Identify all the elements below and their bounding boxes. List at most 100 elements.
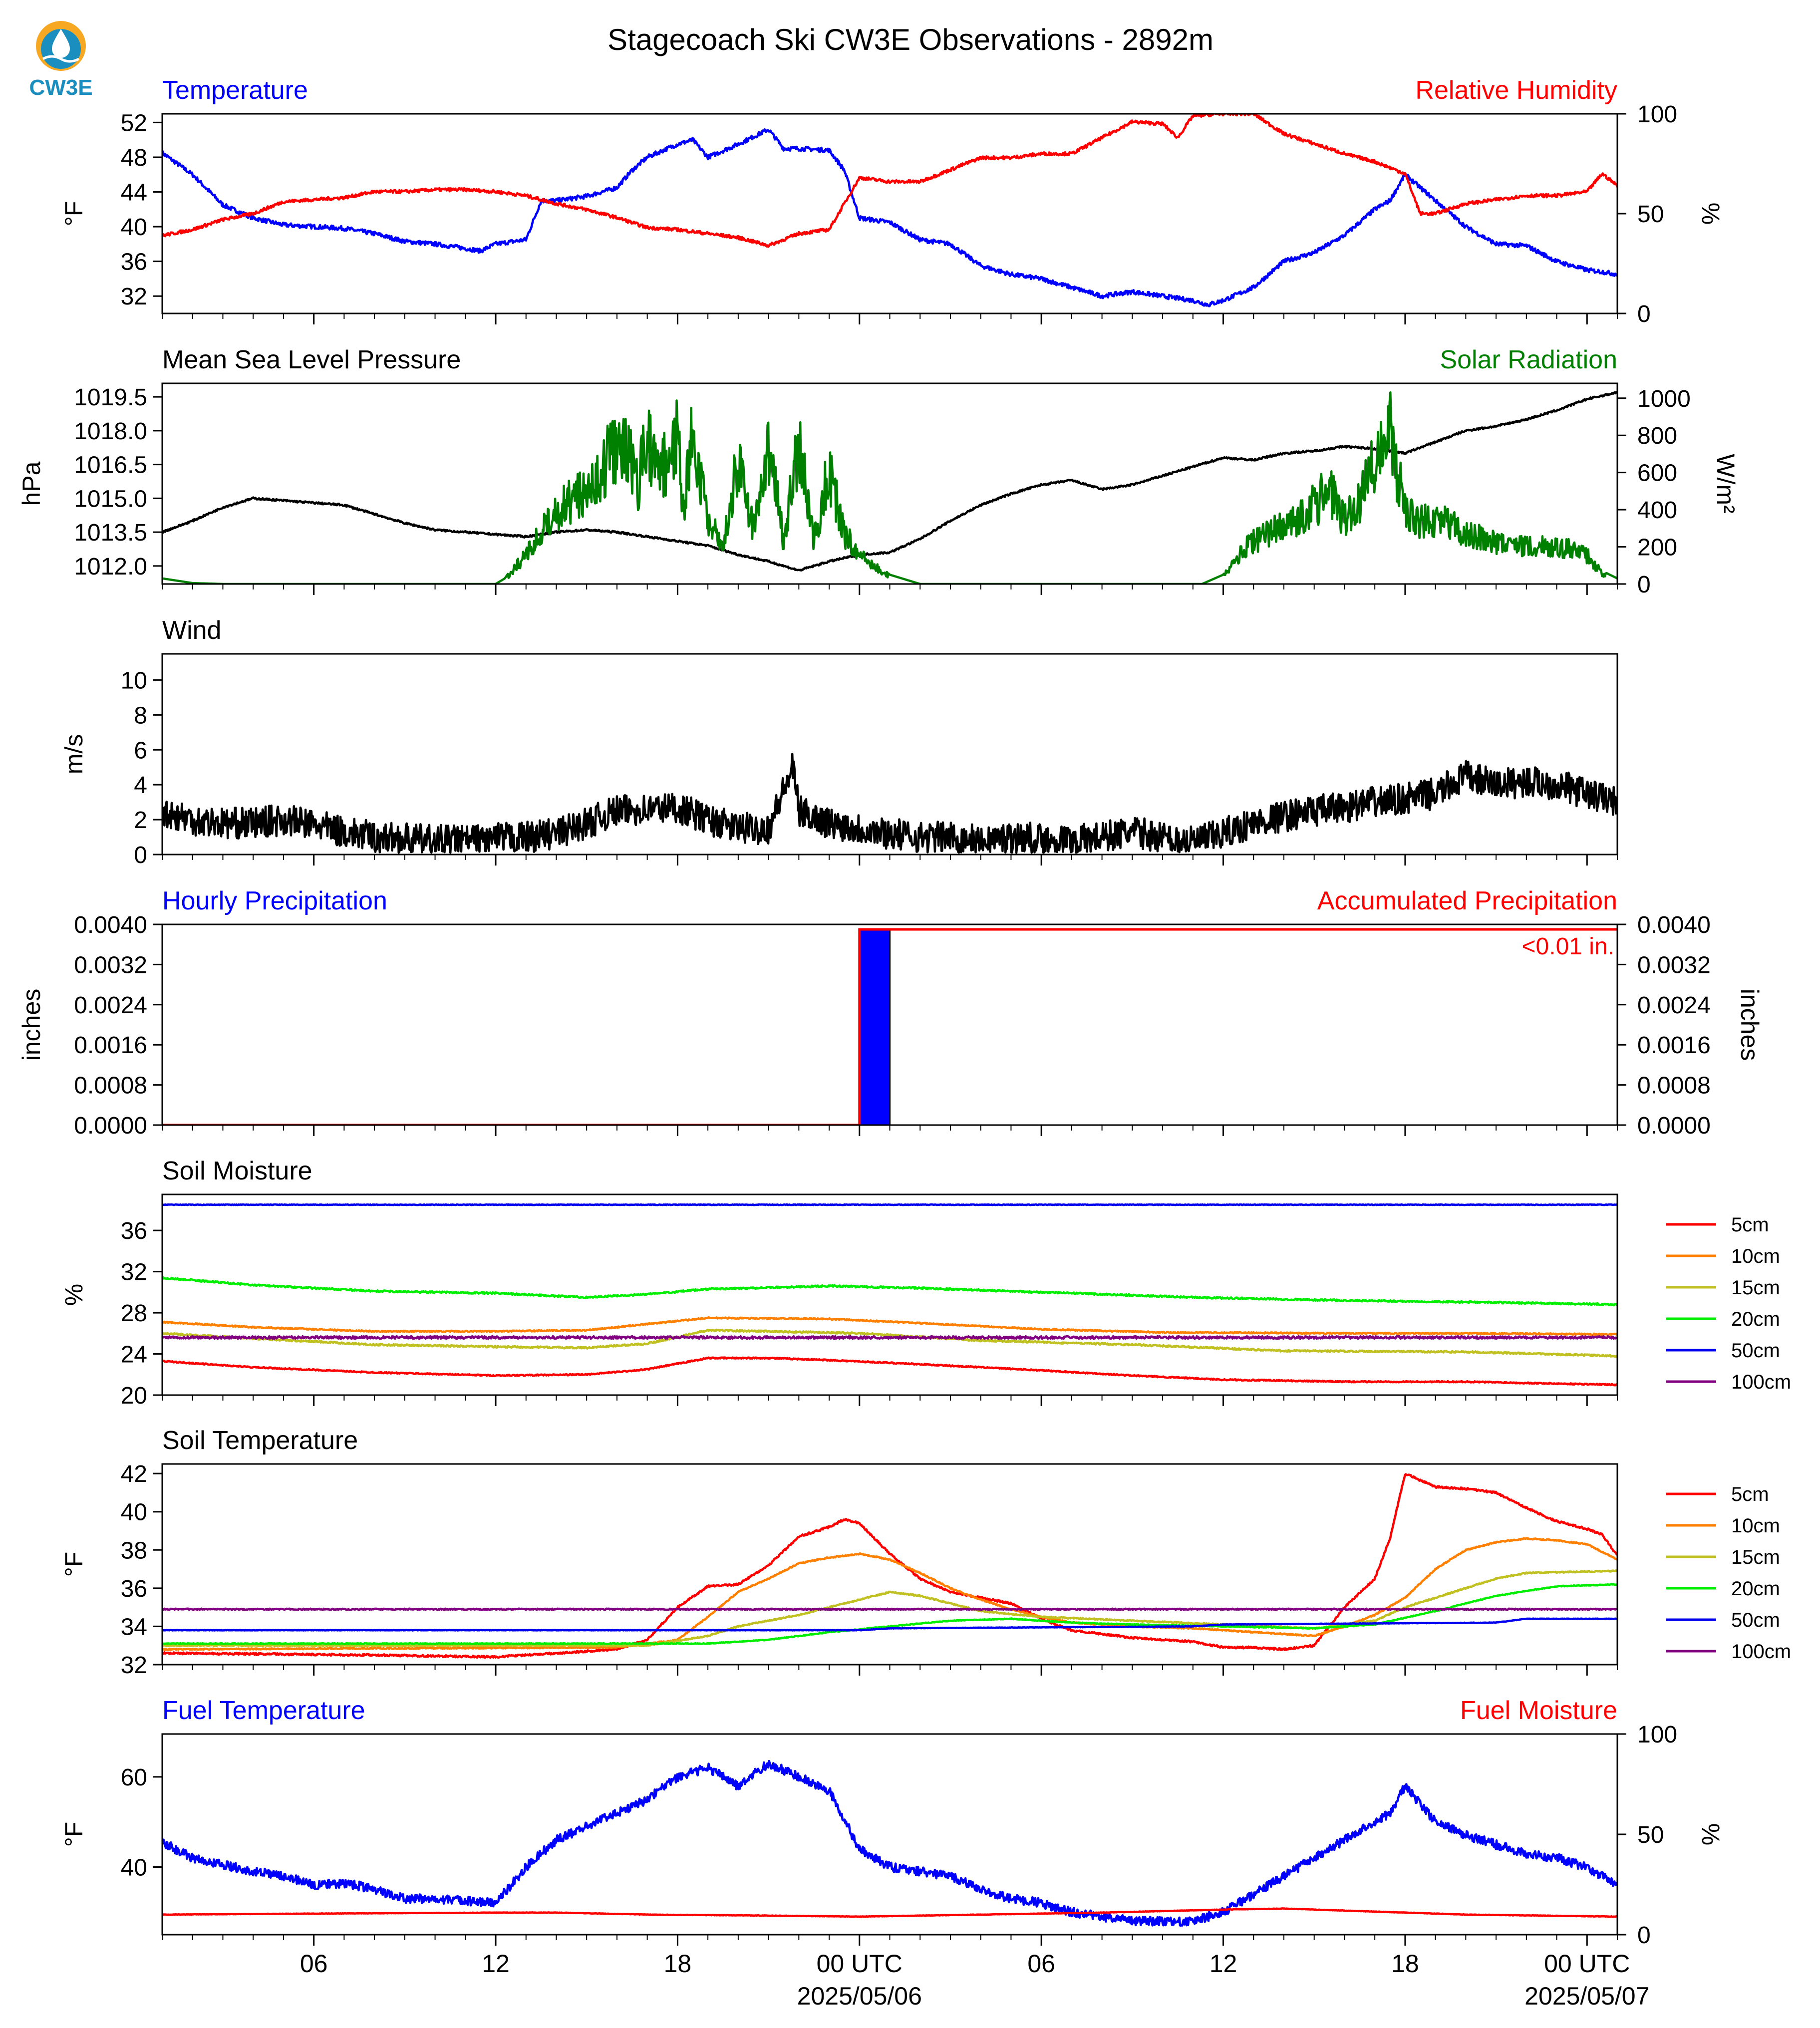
y-tick-label: 20 [121, 1383, 147, 1409]
y-tick-label-right: 50 [1637, 1822, 1664, 1848]
plot-area [162, 928, 1617, 1125]
y-tick-label: 36 [121, 1576, 147, 1602]
y-axis-label-left: inches [17, 989, 45, 1061]
series-line-solar-radiation [162, 391, 1617, 584]
legend-label: 10cm [1731, 1245, 1780, 1267]
panel-frame [161, 382, 1618, 585]
panel-fuel: Fuel Temperature Fuel Moisture 40 60 °F 0 50 10… [60, 1696, 1725, 1949]
series-line-10cm [162, 1537, 1617, 1651]
y-axis-label-left: hPa [17, 461, 45, 506]
y-tick-label: 48 [121, 145, 147, 171]
legend-label: 20cm [1731, 1578, 1780, 1600]
x-tick-label: 12 [1210, 1950, 1237, 1978]
panel-frame [161, 1463, 1618, 1666]
x-tick-label: 00 UTC [817, 1950, 903, 1978]
panel-title-right: Relative Humidity [1415, 76, 1617, 105]
date-label: 2025/05/06 [797, 1982, 922, 2010]
x-tick-label: 18 [1391, 1950, 1419, 1978]
y-tick-label-right: 1000 [1637, 386, 1691, 412]
y-axis-label-right: % [1697, 203, 1725, 225]
legend-label: 50cm [1731, 1609, 1780, 1631]
x-tick-label: 12 [482, 1950, 510, 1978]
cw3e-logo: CW3E [29, 21, 93, 100]
panel-wind: Wind 0 2 4 6 8 10 m/s [60, 616, 1618, 869]
panel-pressure_solar: Mean Sea Level Pressure Solar Radiation 10… [17, 345, 1740, 598]
y-axis-label-right: % [1697, 1823, 1725, 1845]
y-tick-label-right: 0.0008 [1637, 1073, 1711, 1099]
plot-area [162, 1759, 1617, 1927]
plot-area [162, 391, 1617, 584]
plot-area [162, 1203, 1617, 1387]
panel-title-left: Mean Sea Level Pressure [162, 345, 461, 374]
y-tick-label: 0.0016 [74, 1032, 147, 1059]
panel-frame [161, 653, 1618, 856]
y-tick-label-right: 0.0032 [1637, 952, 1711, 978]
y-tick-label-right: 0.0016 [1637, 1032, 1711, 1059]
y-tick-label-right: 800 [1637, 423, 1677, 449]
logo-text: CW3E [29, 75, 92, 100]
series-line-100cm [162, 1335, 1617, 1340]
panel-title-left: Temperature [162, 76, 308, 105]
x-tick-label: 00 UTC [1544, 1950, 1630, 1978]
y-tick-label: 40 [121, 1499, 147, 1526]
y-tick-label-right: 100 [1637, 101, 1677, 128]
y-tick-label: 36 [121, 249, 147, 276]
x-tick-label: 18 [664, 1950, 692, 1978]
panels: Temperature Relative Humidity323640444852… [17, 76, 1791, 2010]
legend-label: 15cm [1731, 1546, 1780, 1568]
plot-area [162, 1473, 1617, 1659]
legend-label: 15cm [1731, 1277, 1780, 1299]
y-tick-label: 38 [121, 1537, 147, 1564]
series-line-wind [162, 753, 1617, 854]
panel-title-left: Soil Temperature [162, 1426, 358, 1455]
series-line-relative-humidity [162, 114, 1617, 248]
panel-title-right: Fuel Moisture [1460, 1696, 1617, 1725]
y-tick-label: 60 [121, 1764, 147, 1791]
series-line-5cm [162, 1473, 1617, 1659]
panel-title-left: Soil Moisture [162, 1157, 312, 1185]
panel-soil_moisture: Soil Moisture2024283236%5cm10cm15cm20cm5… [60, 1157, 1791, 1409]
y-tick-label: 4 [134, 772, 147, 799]
y-tick-label: 40 [121, 1854, 147, 1881]
legend-label: 100cm [1731, 1641, 1791, 1663]
x-tick-label: 06 [1027, 1950, 1055, 1978]
y-axis-label-right: inches [1736, 989, 1764, 1061]
legend: 5cm 10cm 15cm 20cm 50cm 100cm [1666, 1214, 1791, 1393]
y-tick-label-right: 200 [1637, 535, 1677, 561]
y-axis-label-left: m/s [60, 734, 88, 775]
panel-temp_rh: Temperature Relative Humidity 32 36 40 44 48 52… [60, 76, 1725, 327]
panel-frame [161, 923, 1618, 1126]
series-line-5cm [162, 1356, 1617, 1387]
y-tick-label: 32 [121, 284, 147, 310]
y-tick-label: 24 [121, 1342, 147, 1368]
y-tick-label: 52 [121, 110, 147, 136]
series-line-10cm [162, 1316, 1617, 1336]
legend-label: 5cm [1731, 1483, 1769, 1505]
series-line-50cm [162, 1203, 1617, 1206]
y-axis-label-left: °F [60, 201, 88, 227]
y-tick-label-right: 0.0024 [1637, 992, 1711, 1019]
time-axis: 06 12 18 00 UTC 06 12 18 00 UTC 2025/05/06 2025/0… [300, 1950, 1650, 2010]
y-tick-label: 8 [134, 702, 147, 729]
series-line-20cm [162, 1276, 1617, 1307]
y-tick-label: 32 [121, 1652, 147, 1679]
y-tick-label: 0.0008 [74, 1073, 147, 1099]
panel-title-left: Fuel Temperature [162, 1696, 365, 1725]
y-tick-label: 10 [121, 667, 147, 694]
panel-frame [161, 113, 1618, 314]
series-line-temperature [162, 128, 1617, 307]
y-tick-label-right: 100 [1637, 1722, 1677, 1748]
legend-label: 20cm [1731, 1308, 1780, 1330]
y-tick-label-right: 0 [1637, 572, 1651, 598]
legend-label: 50cm [1731, 1340, 1780, 1362]
series-line-15cm [162, 1328, 1617, 1358]
legend-label: 5cm [1731, 1214, 1769, 1236]
y-tick-label: 42 [121, 1461, 147, 1487]
y-axis-label-right: W/m² [1712, 454, 1740, 513]
legend-label: 10cm [1731, 1515, 1780, 1537]
y-tick-label: 1018.0 [74, 418, 147, 445]
y-tick-label-right: 0.0000 [1637, 1113, 1711, 1139]
y-tick-label-right: 0 [1637, 1922, 1651, 1949]
panel-title-left: Hourly Precipitation [162, 886, 387, 915]
